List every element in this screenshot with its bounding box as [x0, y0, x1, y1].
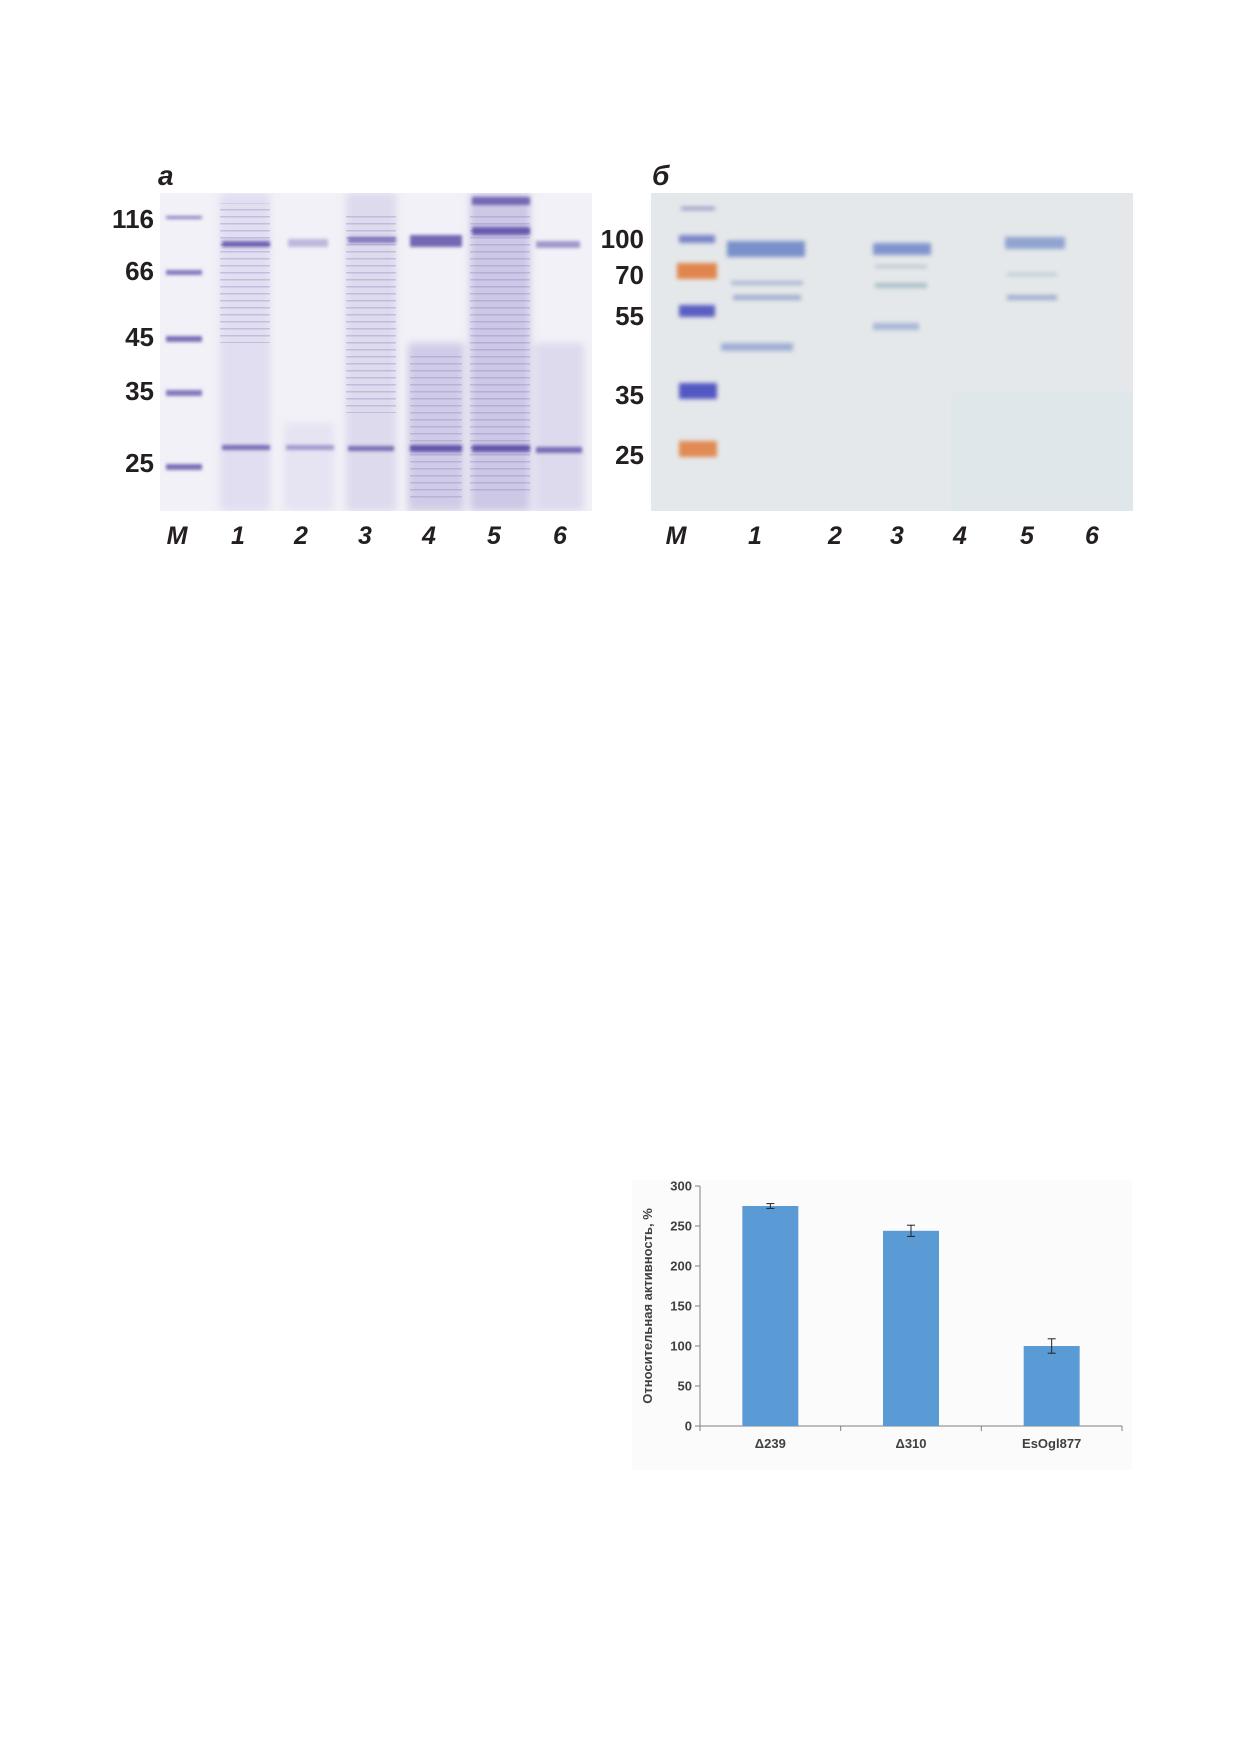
- panel-b-lane-label: 1: [748, 522, 762, 550]
- y-tick-label: 100: [670, 1339, 692, 1354]
- y-tick-label: 50: [678, 1379, 692, 1394]
- panel-a-lane-label: 6: [553, 522, 567, 550]
- panel-a-marker-label: 116: [112, 204, 154, 234]
- panel-b-marker-label: 25: [615, 440, 644, 470]
- panel-b-marker-label: 35: [615, 380, 644, 410]
- panel-a-marker-label: 45: [125, 322, 154, 352]
- x-tick-label: Δ239: [755, 1436, 786, 1451]
- bar: [1023, 1346, 1080, 1426]
- y-tick-label: 0: [685, 1419, 692, 1434]
- panel-a-lane-label: 2: [294, 522, 308, 550]
- bar: [883, 1230, 939, 1426]
- panel-a-lane-label: 3: [358, 522, 372, 550]
- x-tick-label: Δ310: [895, 1436, 926, 1451]
- panel-a-lane-label: M: [166, 522, 188, 550]
- panel-b-lane-label: 3: [890, 522, 904, 550]
- panel-b-lane-label: 2: [828, 522, 842, 550]
- panel-b-lane-label: 6: [1085, 522, 1099, 550]
- panel-a-marker-label: 66: [125, 256, 154, 286]
- panel-a-marker-label: 25: [125, 448, 154, 478]
- relative-activity-chart: Относительная активность, % 0 50 100 150 200…: [632, 1180, 1132, 1470]
- chart-ylabel: Относительная активность, %: [640, 1208, 655, 1404]
- gel-image-a: [160, 193, 592, 511]
- bar: [742, 1206, 799, 1426]
- panel-a-marker-label: 35: [125, 376, 154, 406]
- y-tick-label: 150: [670, 1299, 692, 1314]
- y-tick-label: 250: [670, 1219, 692, 1234]
- panel-b-marker-label: 55: [615, 301, 644, 331]
- panel-b-lane-label: 4: [953, 522, 967, 550]
- y-tick-label: 200: [670, 1259, 692, 1274]
- panel-a-lane-label: 4: [422, 522, 436, 550]
- panel-b-marker-label: 100: [600, 224, 644, 254]
- panel-a-lane-label: 5: [487, 522, 501, 550]
- panel-b-letter: б: [652, 160, 670, 191]
- panel-a-letter: а: [158, 160, 174, 191]
- chart-plot-area: 0 50 100 150 200 250 300 Δ239 Δ310 EsOgl877: [670, 1180, 1123, 1451]
- blot-image-b: [651, 193, 1133, 511]
- y-tick-label: 300: [670, 1180, 692, 1194]
- panel-b-lane-label: 5: [1020, 522, 1034, 550]
- panel-a-lane-label: 1: [231, 522, 245, 550]
- x-tick-label: EsOgl877: [1022, 1436, 1081, 1451]
- panel-b-marker-label: 70: [615, 260, 644, 290]
- panel-b-lane-label: M: [665, 522, 687, 550]
